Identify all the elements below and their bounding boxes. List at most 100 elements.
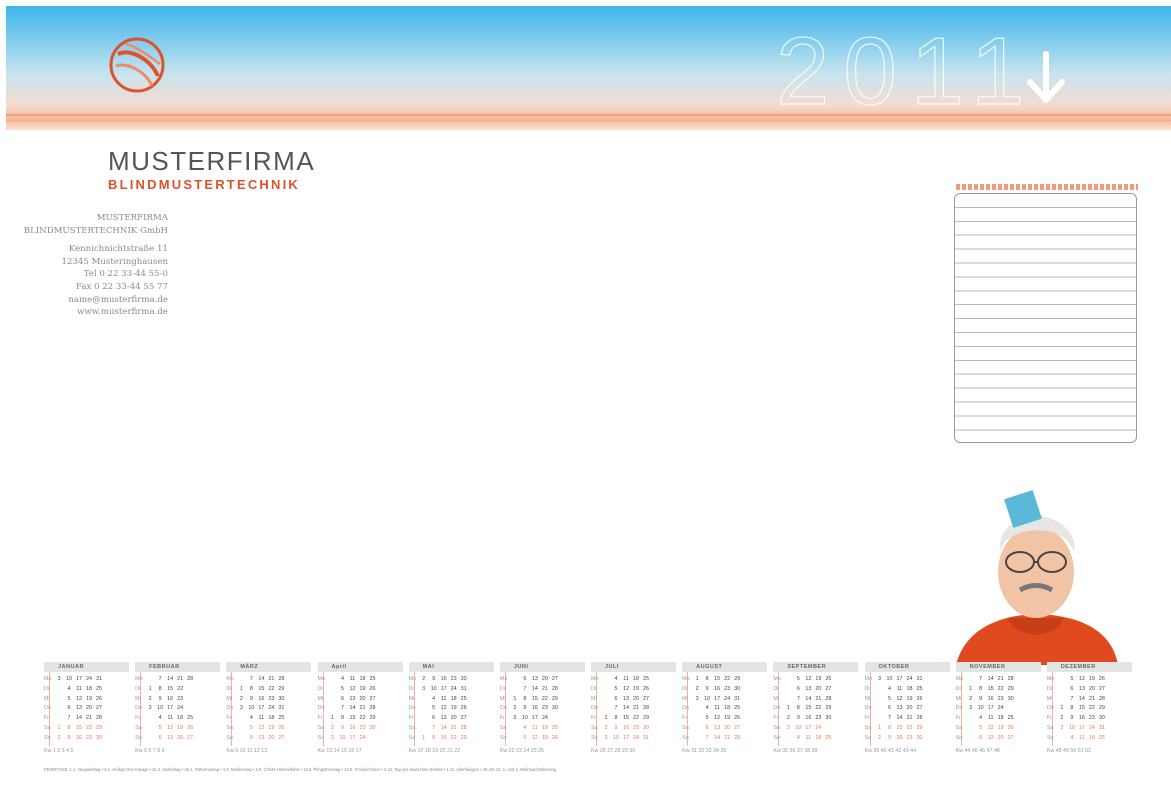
calendar-day: 3 xyxy=(148,705,152,712)
calendar-day: 31 xyxy=(460,685,467,692)
calendar-day: 26 xyxy=(96,695,102,702)
weekday-row: Di 7 14 21 28 xyxy=(500,685,585,695)
calendar-day: 12 xyxy=(76,695,82,702)
calendar-day: 3 xyxy=(513,715,517,722)
weekday-label: Do xyxy=(591,705,598,712)
month-name: FEBRUAR xyxy=(135,662,221,672)
calendar-day: 18 xyxy=(724,705,731,712)
calendar-day: 4 xyxy=(796,734,800,741)
month-divider xyxy=(1051,672,1053,746)
weekday-row: So 7 14 21 28 xyxy=(682,734,767,744)
calendar-day: 22 xyxy=(177,685,184,692)
calendar-day: 21 xyxy=(541,685,548,692)
weekday-label: Sa xyxy=(864,724,872,731)
calendar-day: 15 xyxy=(896,724,903,731)
calendar-day: 30 xyxy=(734,685,741,692)
calendar-day: 5 xyxy=(249,724,253,731)
calendar-day: 3 xyxy=(604,734,608,741)
calendar-day: 20 xyxy=(906,705,913,712)
calendar-day: 19 xyxy=(633,685,639,692)
calendar-day: 11 xyxy=(987,715,994,722)
weekday-row: Sa 4 11 18 25 xyxy=(500,724,585,734)
calendar-day: 27 xyxy=(734,724,741,731)
weekday-row: Fr 1 8 15 22 29 xyxy=(591,714,676,724)
calendar-day: 23 xyxy=(86,734,92,741)
calendar-day: 17 xyxy=(805,724,812,731)
calendar-day: 24 xyxy=(997,705,1004,712)
weekday-label: Do xyxy=(135,705,143,712)
weekday-label: Sa xyxy=(499,724,507,731)
calendar-day: 10 xyxy=(430,685,437,692)
calendar-day: 15 xyxy=(167,685,174,692)
calendar-day: 14 xyxy=(623,705,629,712)
calendar-day: 14 xyxy=(76,715,82,722)
calendar-day: 24 xyxy=(450,685,457,692)
calendar-day: 16 xyxy=(714,685,721,692)
calendar-day: 8 xyxy=(1070,705,1074,712)
calendar-day: 24 xyxy=(1088,724,1095,731)
calendar-day: 22 xyxy=(633,715,639,722)
calendar-day: 29 xyxy=(278,685,285,692)
weekday-row: Do 5 12 19 26 xyxy=(409,704,494,714)
calendar-day: 24 xyxy=(633,734,639,741)
calendar-day: 17 xyxy=(896,676,903,682)
month-grid: Mo 4 11 18 25 Di 5 12 19 26 Mi 6 13 20 27 Do 7 14 21 28 Fr 1 8… xyxy=(591,675,676,744)
weekday-row: So 5 12 19 26 xyxy=(500,734,585,744)
calendar-day: 9 xyxy=(1070,715,1074,722)
weekday-row: Di 2 9 16 23 30 xyxy=(682,685,767,695)
calendar-day: 3 xyxy=(422,685,426,692)
calendar-day: 9 xyxy=(432,676,436,682)
calendar-day: 3 xyxy=(331,734,334,741)
calendar-day: 2 xyxy=(604,724,608,731)
weekday-row: Fr 2 9 16 23 30 xyxy=(1047,714,1132,724)
weekday-label: Mo xyxy=(773,676,781,682)
calendar-day: 26 xyxy=(825,676,832,682)
weekday-label: Do xyxy=(44,705,51,712)
calendar-day: 4 xyxy=(67,685,71,692)
weekday-label: Mi xyxy=(591,695,597,702)
calendar-day: 14 xyxy=(349,705,356,712)
calendar-day: 5 xyxy=(67,695,71,702)
weekday-label: Do xyxy=(864,705,872,712)
month-divider xyxy=(140,672,142,746)
calendar-day: 30 xyxy=(278,695,285,702)
calendar-day: 25 xyxy=(278,715,285,722)
calendar-day: 12 xyxy=(805,676,812,682)
calendar-day: 20 xyxy=(359,695,366,702)
weekday-row: Mi 5 12 19 26 xyxy=(865,695,950,705)
weekday-row: Di 6 13 20 27 xyxy=(773,685,858,695)
calendar-day: 10 xyxy=(66,676,72,682)
calendar-day: 18 xyxy=(815,734,822,741)
calendar-day: 9 xyxy=(249,695,253,702)
weekday-label: Mo xyxy=(408,676,417,682)
calendar-day: 6 xyxy=(432,715,436,722)
calendar-day: 25 xyxy=(551,724,558,731)
month-grid: Mo 3 10 17 24 31 Di 4 11 18 25 Mi 5 12 19 26 Do 6 13 20 27 Fr… xyxy=(44,675,129,744)
weekday-label: Mi xyxy=(135,695,141,702)
calendar-day: 22 xyxy=(1088,705,1095,712)
weekday-row: Mi 2 9 16 23 xyxy=(135,695,220,705)
month-grid: Mo 6 13 20 27 Di 7 14 21 28 Mi 1 8 15 22 29 Do 2 9 16 23 30 Fr… xyxy=(500,675,585,744)
weekday-row: Di 4 11 18 25 xyxy=(44,685,129,695)
weekday-row: Fr 3 10 17 24 xyxy=(500,714,585,724)
calendar-day: 11 xyxy=(896,685,903,692)
month-name: JUNI xyxy=(499,662,585,672)
calendar-day: 2 xyxy=(969,695,973,702)
calendar-day: 5 xyxy=(888,695,891,702)
calendar-day: 6 xyxy=(888,705,891,712)
calendar-day: 1 xyxy=(57,724,61,731)
calendar-day: 8 xyxy=(796,705,800,712)
notes-box[interactable] xyxy=(954,193,1137,443)
weekday-row: Do 6 13 20 27 xyxy=(44,704,129,714)
calendar-day: 29 xyxy=(1098,705,1105,712)
calendar-day: 14 xyxy=(1078,695,1085,702)
calendar-day: 4 xyxy=(1070,734,1074,741)
calendar-day: 2 xyxy=(513,705,517,712)
calendar-day: 16 xyxy=(440,676,447,682)
weekday-row: Fr 7 14 21 28 xyxy=(865,714,950,724)
weekday-label: So xyxy=(682,734,689,741)
calendar-day: 19 xyxy=(450,705,457,712)
calendar-day: 8 xyxy=(432,734,436,741)
calendar-day: 23 xyxy=(268,695,275,702)
calendar-day: 26 xyxy=(551,734,558,741)
